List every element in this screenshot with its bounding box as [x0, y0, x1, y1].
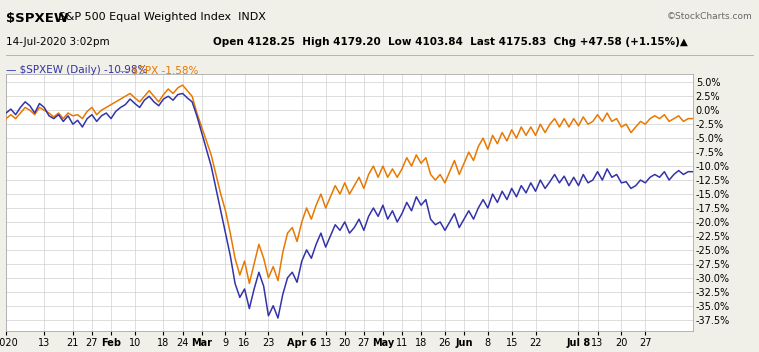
Text: $SPXEW: $SPXEW — [6, 12, 68, 25]
Text: 14-Jul-2020 3:02pm: 14-Jul-2020 3:02pm — [6, 37, 110, 47]
Text: — $SPXEW (Daily) -10.98%: — $SPXEW (Daily) -10.98% — [6, 65, 147, 75]
Text: S&P 500 Equal Weighted Index  INDX: S&P 500 Equal Weighted Index INDX — [55, 12, 266, 22]
Text: — $SPX -1.58%: — $SPX -1.58% — [118, 65, 198, 75]
Text: ©StockCharts.com: ©StockCharts.com — [667, 12, 753, 21]
Text: Open 4128.25  High 4179.20  Low 4103.84  Last 4175.83  Chg +47.58 (+1.15%)▲: Open 4128.25 High 4179.20 Low 4103.84 La… — [213, 37, 688, 47]
